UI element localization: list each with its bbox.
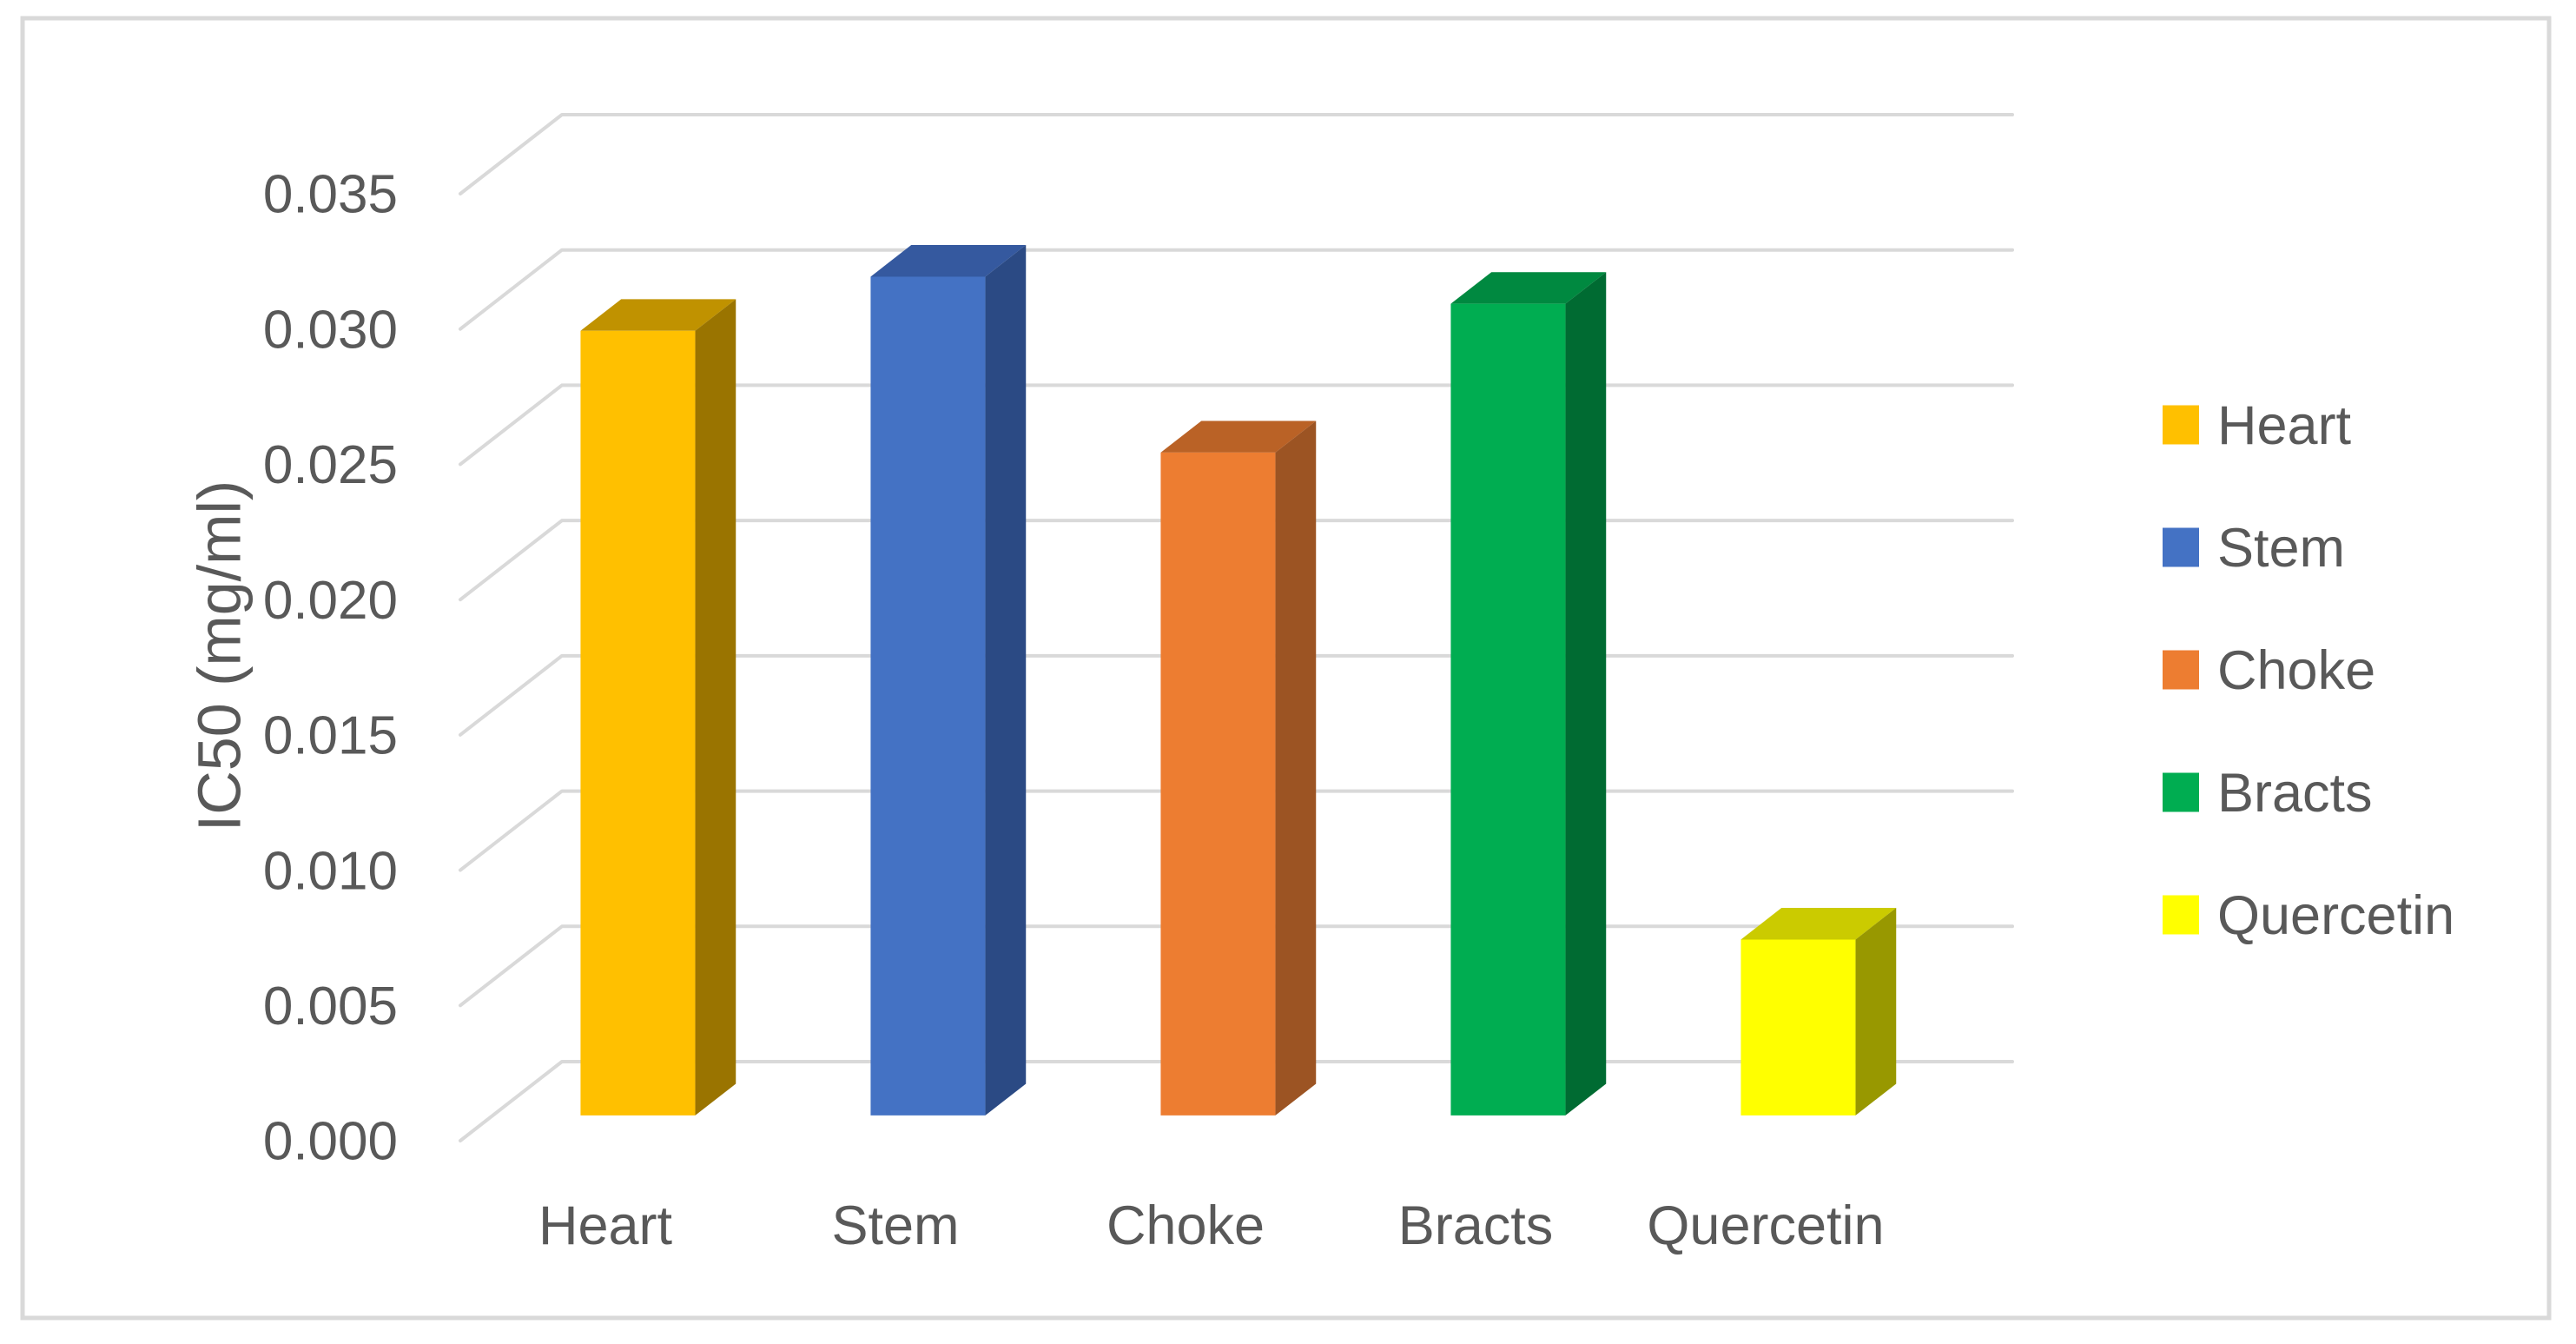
legend-item-quercetin-label: Quercetin — [2217, 885, 2454, 946]
legend-item-stem-swatch — [2163, 527, 2199, 567]
bar-heart-front-face[interactable] — [580, 330, 696, 1116]
legend-item-quercetin[interactable]: Quercetin — [2163, 885, 2454, 946]
x-category-label-stem: Stem — [831, 1195, 959, 1256]
x-category-label-bracts: Bracts — [1398, 1195, 1554, 1256]
legend-item-bracts-label: Bracts — [2217, 763, 2373, 824]
bar-quercetin-top-face[interactable] — [1740, 908, 1897, 940]
bar-heart-side-face[interactable] — [695, 299, 736, 1116]
legend-item-stem-label: Stem — [2217, 518, 2345, 579]
bar-bracts-top-face[interactable] — [1450, 272, 1607, 304]
bar-bracts-front-face[interactable] — [1450, 303, 1566, 1116]
x-category-label-choke: Choke — [1106, 1195, 1265, 1256]
figure-border — [20, 16, 2552, 1321]
gridline-0.030 — [459, 248, 2014, 331]
gridline-0.035 — [459, 113, 2014, 195]
legend-item-bracts-swatch — [2163, 772, 2199, 812]
bar-choke-top-face[interactable] — [1160, 420, 1317, 453]
y-tick-label-0.000: 0.000 — [263, 1112, 398, 1172]
x-category-label-heart: Heart — [538, 1195, 673, 1256]
y-tick-label-0.030: 0.030 — [263, 300, 398, 360]
legend-item-choke-swatch — [2163, 650, 2199, 690]
y-tick-label-0.025: 0.025 — [263, 435, 398, 495]
legend-item-heart[interactable]: Heart — [2163, 395, 2352, 456]
bar-choke-front-face[interactable] — [1160, 452, 1276, 1116]
bar-stem-side-face[interactable] — [985, 245, 1027, 1116]
y-tick-label-0.015: 0.015 — [263, 706, 398, 766]
legend-item-choke-label: Choke — [2217, 640, 2375, 701]
legend-item-choke[interactable]: Choke — [2163, 640, 2375, 701]
bar-quercetin-front-face[interactable] — [1740, 939, 1856, 1116]
bar-stem-front-face[interactable] — [870, 276, 986, 1116]
legend-item-stem[interactable]: Stem — [2163, 518, 2345, 579]
y-tick-label-0.010: 0.010 — [263, 841, 398, 901]
bar-heart-top-face[interactable] — [580, 299, 736, 331]
bar-quercetin-side-face[interactable] — [1855, 908, 1897, 1116]
legend-item-heart-label: Heart — [2217, 395, 2352, 456]
x-category-label-quercetin: Quercetin — [1647, 1195, 1884, 1256]
y-tick-label-0.005: 0.005 — [263, 977, 398, 1036]
legend-item-bracts[interactable]: Bracts — [2163, 763, 2373, 824]
y-tick-label-0.020: 0.020 — [263, 571, 398, 631]
bar-stem-top-face[interactable] — [870, 245, 1027, 277]
y-axis-title: IC50 (mg/ml) — [186, 480, 254, 831]
legend-item-quercetin-swatch — [2163, 895, 2199, 935]
bar-choke-side-face[interactable] — [1275, 420, 1317, 1116]
y-tick-label-0.035: 0.035 — [263, 165, 398, 225]
bar-bracts-side-face[interactable] — [1565, 272, 1607, 1116]
legend-item-heart-swatch — [2163, 405, 2199, 445]
